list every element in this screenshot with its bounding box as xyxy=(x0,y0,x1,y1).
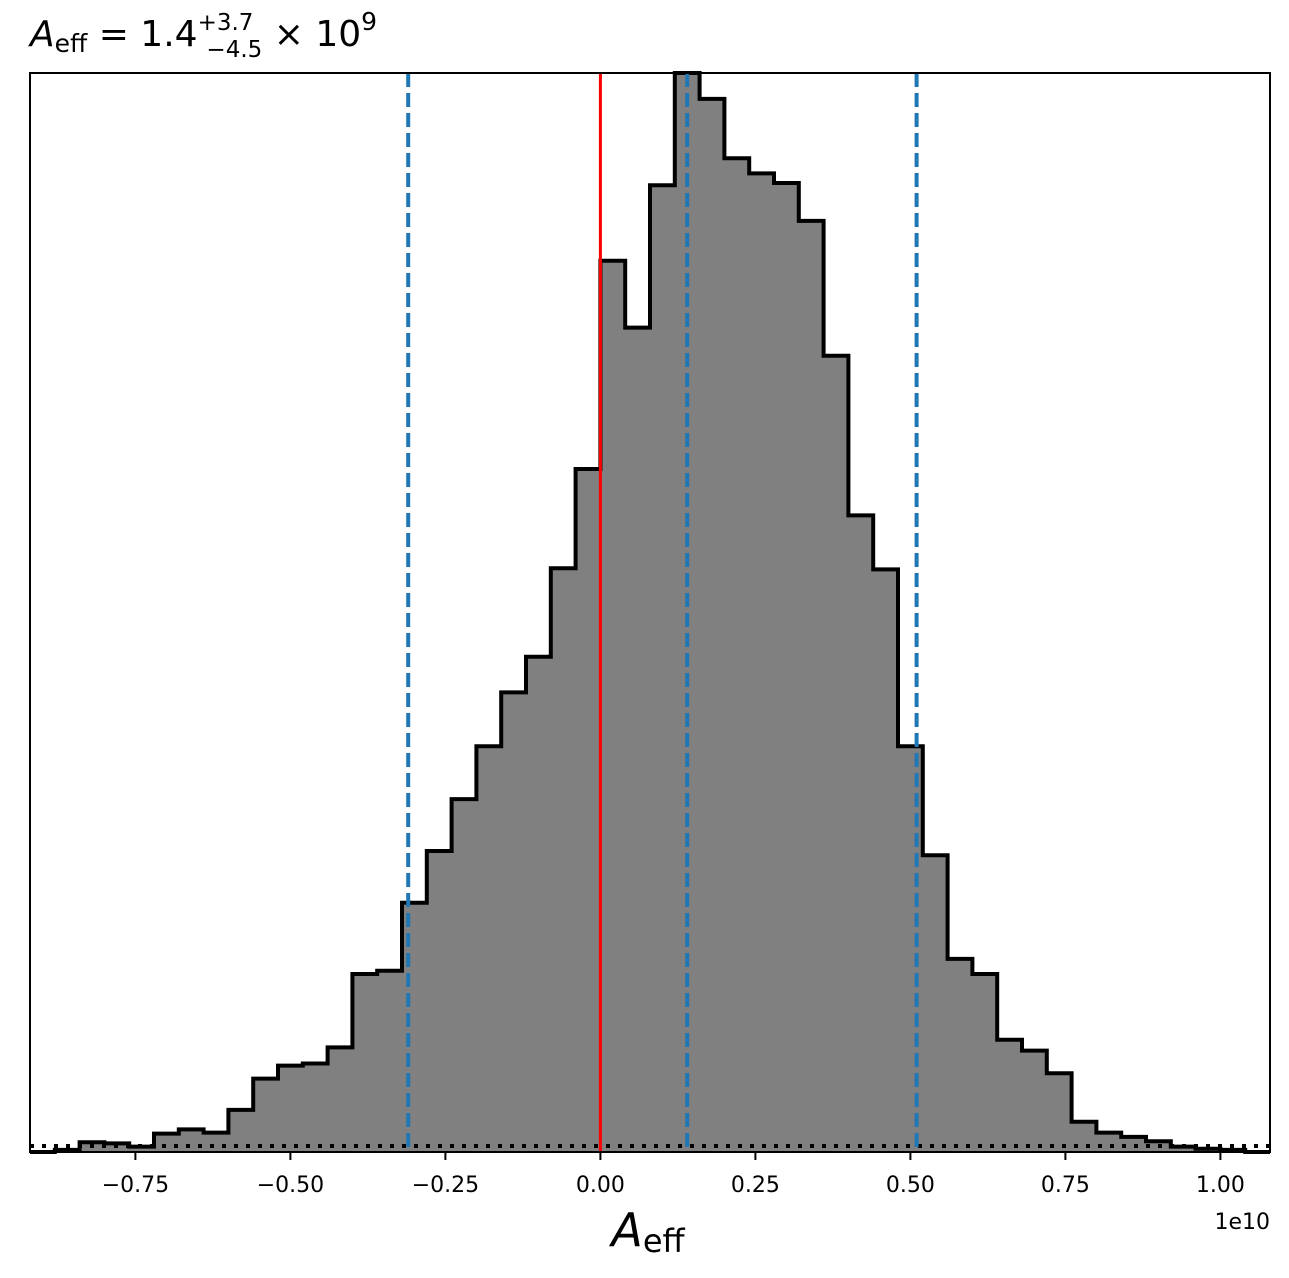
histogram-bar xyxy=(302,1063,329,1152)
histogram-bar xyxy=(377,970,403,1152)
x-tick-label: 0.00 xyxy=(576,1173,625,1198)
histogram-bar xyxy=(327,1047,353,1152)
x-tick-label: −0.50 xyxy=(257,1173,324,1198)
histogram-bar xyxy=(724,158,750,1153)
histogram-bar xyxy=(526,656,552,1152)
chart-title: Aeff = 1.4+3.7 −4.5 × 109 xyxy=(28,7,377,63)
plot-border xyxy=(29,72,1271,1153)
histogram-bar xyxy=(625,327,651,1152)
histogram-bar xyxy=(1022,1050,1048,1152)
x-axis-ticks: −0.75 −0.50 −0.25 0.00 0.25 0.50 0.75 1.00 xyxy=(102,1152,1245,1198)
histogram-bar xyxy=(1170,1146,1197,1152)
histogram-bar xyxy=(749,173,775,1153)
histogram-bar xyxy=(922,855,949,1152)
x-tick-label: −0.75 xyxy=(102,1173,169,1198)
x-tick-label: 0.75 xyxy=(1041,1173,1090,1198)
x-tick-label: 0.25 xyxy=(731,1173,780,1198)
histogram-bar xyxy=(1096,1132,1122,1152)
histogram-bar xyxy=(203,1132,229,1152)
histogram-bar xyxy=(798,220,825,1152)
histogram-bar xyxy=(674,73,701,1152)
histogram-bar xyxy=(501,692,527,1152)
x-tick-label: 0.50 xyxy=(886,1173,935,1198)
histogram-bar xyxy=(402,902,428,1152)
histogram-bar xyxy=(129,1146,155,1152)
histogram-bar xyxy=(154,1133,180,1152)
histogram-bar xyxy=(650,185,676,1152)
histogram-bar xyxy=(451,799,477,1152)
x-axis-label: Aeff xyxy=(608,1203,685,1260)
histogram-bar xyxy=(600,260,626,1153)
histogram-bar xyxy=(774,183,800,1153)
histogram-bar xyxy=(550,568,577,1152)
histogram-bar xyxy=(972,973,998,1152)
histogram-bar xyxy=(947,958,973,1152)
x-tick-label: 1.00 xyxy=(1196,1173,1245,1198)
histogram-bar xyxy=(848,515,874,1152)
reference-lines-layer xyxy=(29,72,1271,1153)
histogram-bar xyxy=(253,1078,279,1152)
histogram-bar xyxy=(873,569,899,1152)
histogram-outline xyxy=(30,71,1270,1154)
histogram-bar xyxy=(178,1129,205,1152)
histogram-bar xyxy=(278,1065,304,1152)
histogram-layer xyxy=(30,71,1270,1154)
histogram-bar xyxy=(823,355,849,1152)
histogram-bar xyxy=(699,98,725,1152)
histogram-bar xyxy=(426,850,453,1152)
histogram-bar xyxy=(1121,1136,1147,1152)
histogram-bar xyxy=(997,1039,1023,1152)
histogram-bar xyxy=(575,468,601,1152)
histogram-bar xyxy=(898,746,924,1152)
x-tick-label: −0.25 xyxy=(412,1173,479,1198)
histogram-bar xyxy=(352,973,378,1152)
histogram-bar xyxy=(476,746,502,1152)
histogram-bar xyxy=(1046,1073,1073,1152)
x-axis-offset-label: 1e10 xyxy=(1214,1210,1270,1235)
